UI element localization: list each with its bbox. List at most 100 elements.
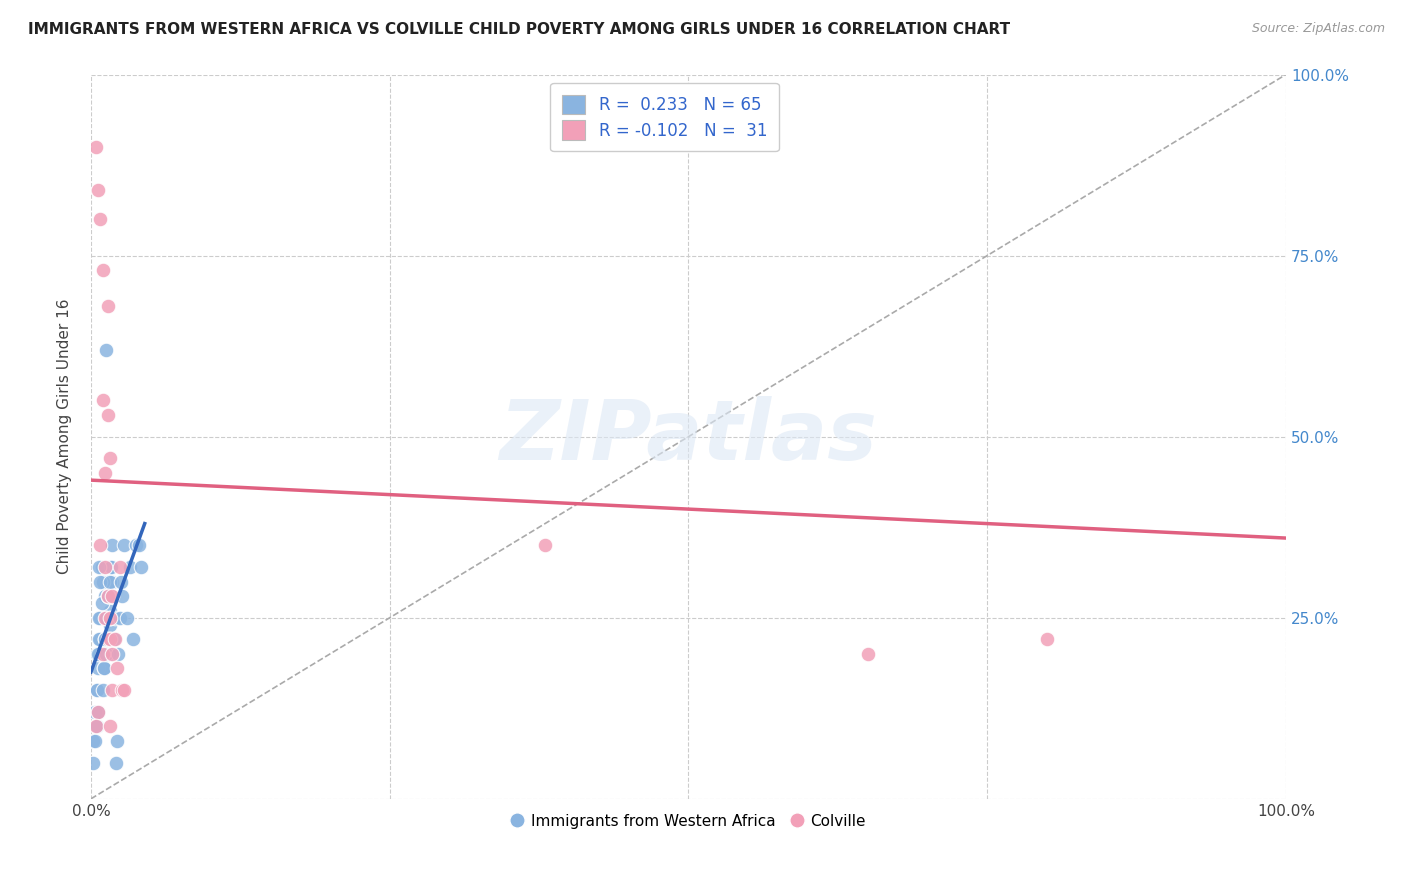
Point — [86, 719, 108, 733]
Point — [96, 611, 118, 625]
Point — [96, 343, 118, 357]
Point — [100, 560, 122, 574]
Point — [89, 647, 111, 661]
Point — [98, 618, 121, 632]
Point — [112, 683, 135, 698]
Y-axis label: Child Poverty Among Girls Under 16: Child Poverty Among Girls Under 16 — [58, 299, 72, 574]
Point — [98, 632, 121, 647]
Point — [97, 647, 120, 661]
Point — [98, 574, 121, 589]
Point — [87, 705, 110, 719]
Point — [125, 538, 148, 552]
Point — [111, 589, 134, 603]
Point — [89, 611, 111, 625]
Point — [97, 647, 120, 661]
Point — [107, 647, 129, 661]
Point — [98, 611, 121, 625]
Point — [115, 611, 138, 625]
Point — [89, 632, 111, 647]
Point — [87, 705, 110, 719]
Point — [97, 574, 120, 589]
Point — [112, 538, 135, 552]
Point — [94, 560, 117, 574]
Point — [94, 632, 117, 647]
Point — [89, 574, 111, 589]
Point — [128, 538, 150, 552]
Point — [105, 756, 128, 770]
Legend: Immigrants from Western Africa, Colville: Immigrants from Western Africa, Colville — [505, 807, 872, 835]
Point — [101, 647, 124, 661]
Point — [91, 683, 114, 698]
Point — [1036, 632, 1059, 647]
Point — [86, 647, 108, 661]
Point — [89, 538, 111, 552]
Point — [100, 589, 122, 603]
Point — [104, 611, 127, 625]
Point — [101, 574, 124, 589]
Point — [97, 589, 120, 603]
Point — [89, 560, 111, 574]
Point — [84, 719, 107, 733]
Point — [94, 632, 117, 647]
Point — [86, 683, 108, 698]
Point — [856, 647, 879, 661]
Point — [101, 589, 124, 603]
Text: ZIPatlas: ZIPatlas — [499, 396, 877, 477]
Point — [98, 632, 121, 647]
Point — [94, 611, 117, 625]
Point — [90, 560, 112, 574]
Point — [97, 408, 120, 422]
Point — [91, 263, 114, 277]
Point — [89, 212, 111, 227]
Point — [120, 560, 142, 574]
Point — [103, 632, 125, 647]
Point — [129, 560, 152, 574]
Point — [108, 611, 131, 625]
Point — [89, 632, 111, 647]
Point — [87, 661, 110, 675]
Point — [104, 632, 127, 647]
Text: Source: ZipAtlas.com: Source: ZipAtlas.com — [1251, 22, 1385, 36]
Point — [101, 560, 124, 574]
Point — [111, 683, 134, 698]
Point — [94, 632, 117, 647]
Point — [91, 661, 114, 675]
Point — [101, 683, 124, 698]
Point — [87, 647, 110, 661]
Point — [108, 560, 131, 574]
Text: IMMIGRANTS FROM WESTERN AFRICA VS COLVILLE CHILD POVERTY AMONG GIRLS UNDER 16 CO: IMMIGRANTS FROM WESTERN AFRICA VS COLVIL… — [28, 22, 1011, 37]
Point — [90, 596, 112, 610]
Point — [93, 661, 115, 675]
Point — [105, 661, 128, 675]
Point — [98, 451, 121, 466]
Point — [91, 647, 114, 661]
Point — [97, 299, 120, 313]
Point — [83, 705, 105, 719]
Point — [97, 589, 120, 603]
Point — [82, 756, 104, 770]
Point — [93, 661, 115, 675]
Point — [96, 611, 118, 625]
Point — [534, 538, 557, 552]
Point — [98, 603, 121, 617]
Point — [94, 466, 117, 480]
Point — [101, 538, 124, 552]
Point — [98, 611, 121, 625]
Point — [110, 574, 132, 589]
Point — [82, 734, 104, 748]
Point — [105, 734, 128, 748]
Point — [91, 611, 114, 625]
Point — [97, 589, 120, 603]
Point — [89, 611, 111, 625]
Point — [121, 632, 143, 647]
Point — [96, 647, 118, 661]
Point — [91, 393, 114, 408]
Point — [86, 683, 108, 698]
Point — [84, 719, 107, 733]
Point — [84, 140, 107, 154]
Point — [91, 574, 114, 589]
Point — [87, 183, 110, 197]
Point — [98, 719, 121, 733]
Point — [97, 632, 120, 647]
Point — [83, 734, 105, 748]
